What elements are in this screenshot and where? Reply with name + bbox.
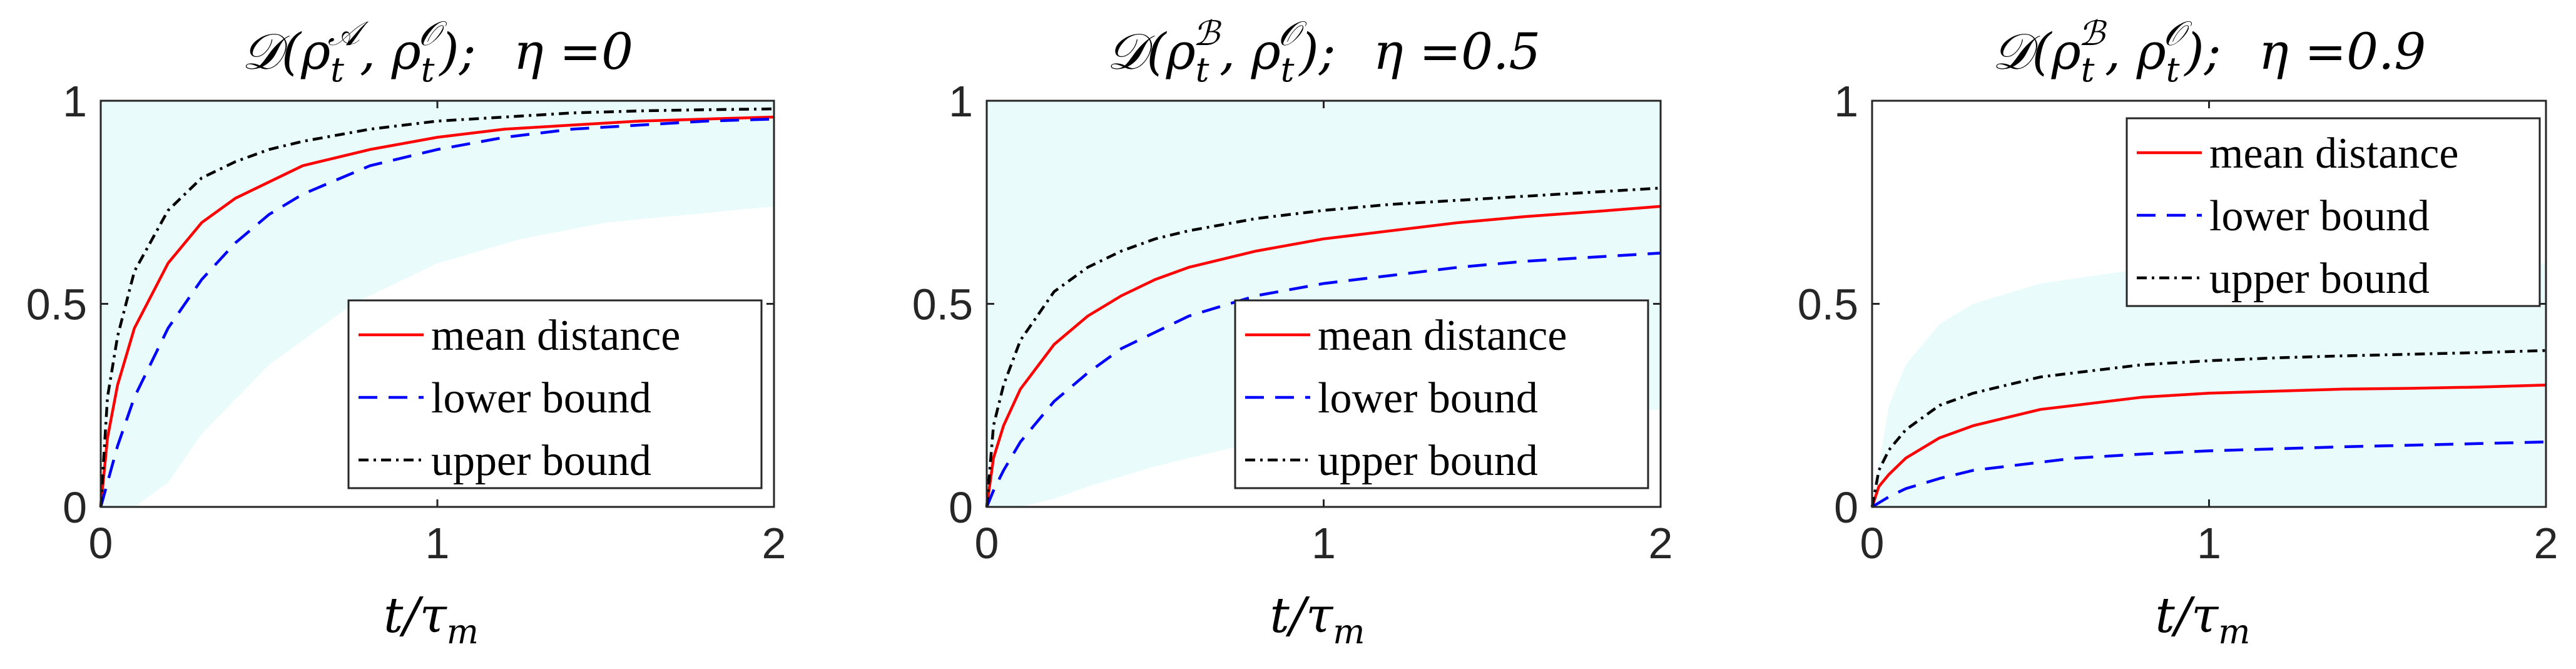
x-tick-label: 0 — [89, 519, 113, 568]
chart-title-part: t — [1281, 50, 1295, 89]
legend-label: mean distance — [2209, 130, 2458, 178]
y-tick-label: 1 — [63, 77, 87, 126]
chart-title-part: , ρ — [2105, 23, 2166, 81]
x-axis-label-subscript: m — [1333, 612, 1365, 651]
chart-title-part: t — [1196, 50, 1209, 89]
chart-title-part: ℬ — [2078, 14, 2107, 53]
legend-label: mean distance — [1318, 312, 1567, 360]
legend-label: upper bound — [431, 437, 651, 485]
chart-title-part: t — [2081, 50, 2095, 89]
chart-title-part: t — [330, 50, 344, 89]
legend-box — [2125, 117, 2541, 307]
x-axis-label-main: t/τ — [2156, 588, 2220, 644]
legend-label: mean distance — [431, 312, 680, 360]
chart-title-part: , ρ — [1219, 23, 1281, 81]
x-axis-label-main: t/τ — [384, 588, 448, 644]
chart-title-part: t — [2166, 50, 2180, 89]
x-tick-label: 0 — [975, 519, 999, 568]
series-line-upper-bound — [99, 107, 775, 508]
chart-title-part: η =0.9 — [2259, 23, 2426, 81]
x-tick-label: 2 — [1649, 519, 1673, 568]
chart-title-part: , ρ — [360, 23, 421, 81]
x-tick-label: 1 — [1311, 519, 1336, 568]
y-tick-label: 0 — [949, 483, 973, 532]
y-tick-label: 0.5 — [1798, 280, 1858, 329]
y-tick-label: 0 — [1834, 483, 1858, 532]
legend-label: lower bound — [431, 374, 651, 422]
chart-title: 𝒟(ρtℬ, ρt𝒪); η =0.9 — [1992, 14, 2426, 89]
legend-label: lower bound — [2209, 192, 2430, 240]
chart-title-part: ρ — [1166, 23, 1196, 81]
chart-title-part: 𝒟( — [1107, 23, 1168, 81]
y-tick-label: 0.5 — [912, 280, 973, 329]
chart-title-part: ρ — [2051, 23, 2081, 81]
chart-title-part: ); — [2184, 23, 2221, 81]
legend-label: upper bound — [2209, 255, 2430, 303]
x-tick-label: 2 — [2534, 519, 2558, 568]
x-tick-label: 1 — [2197, 519, 2221, 568]
chart-title-part: 𝒟( — [1992, 23, 2053, 81]
series-line-upper-bound — [985, 186, 1661, 508]
legend-label: lower bound — [1318, 374, 1538, 422]
chart-title-part: ℬ — [1193, 14, 1221, 53]
chart-title-part: ρ — [300, 23, 330, 81]
y-tick-label: 0.5 — [26, 280, 87, 329]
legend-box — [347, 299, 763, 489]
chart-title-part: 𝒟( — [242, 23, 302, 81]
x-tick-label: 2 — [762, 519, 787, 568]
y-tick-label: 1 — [1834, 77, 1858, 126]
legend-label: upper bound — [1318, 437, 1538, 485]
series-line-mean-distance — [99, 115, 775, 508]
x-axis-label-subscript: m — [447, 612, 479, 651]
legend: mean distance lower bound upper bound — [2125, 117, 2541, 307]
x-axis-label: t/τm — [1270, 588, 1365, 651]
series-line-mean-distance — [1870, 384, 2547, 508]
confidence-band — [101, 101, 774, 507]
x-axis-label: t/τm — [2156, 588, 2251, 651]
x-tick-label: 0 — [1860, 519, 1885, 568]
chart-title-part: t — [421, 50, 435, 89]
x-tick-label: 1 — [425, 519, 450, 568]
chart-title: 𝒟(ρt𝒜, ρt𝒪); η =0 — [242, 14, 633, 89]
series-line-lower-bound — [1871, 440, 2547, 508]
chart-title-part: ); — [1298, 23, 1336, 81]
y-tick-label: 0 — [63, 483, 87, 532]
series-line-mean-distance — [985, 205, 1661, 508]
chart-title-part: η =0.5 — [1373, 23, 1541, 81]
legend-box — [1234, 299, 1649, 489]
series-line-upper-bound — [1870, 349, 2547, 508]
series-line-lower-bound — [99, 117, 775, 508]
legend: mean distance lower bound upper bound — [347, 299, 763, 489]
x-axis-label: t/τm — [384, 588, 479, 651]
chart-title: 𝒟(ρtℬ, ρt𝒪); η =0.5 — [1107, 14, 1541, 89]
legend: mean distance lower bound upper bound — [1234, 299, 1649, 489]
x-axis-label-subscript: m — [2218, 612, 2250, 651]
y-tick-label: 1 — [949, 77, 973, 126]
chart-title-part: η =0 — [514, 23, 633, 81]
x-axis-label-main: t/τ — [1270, 588, 1335, 644]
chart-title-part: ); — [439, 23, 476, 81]
